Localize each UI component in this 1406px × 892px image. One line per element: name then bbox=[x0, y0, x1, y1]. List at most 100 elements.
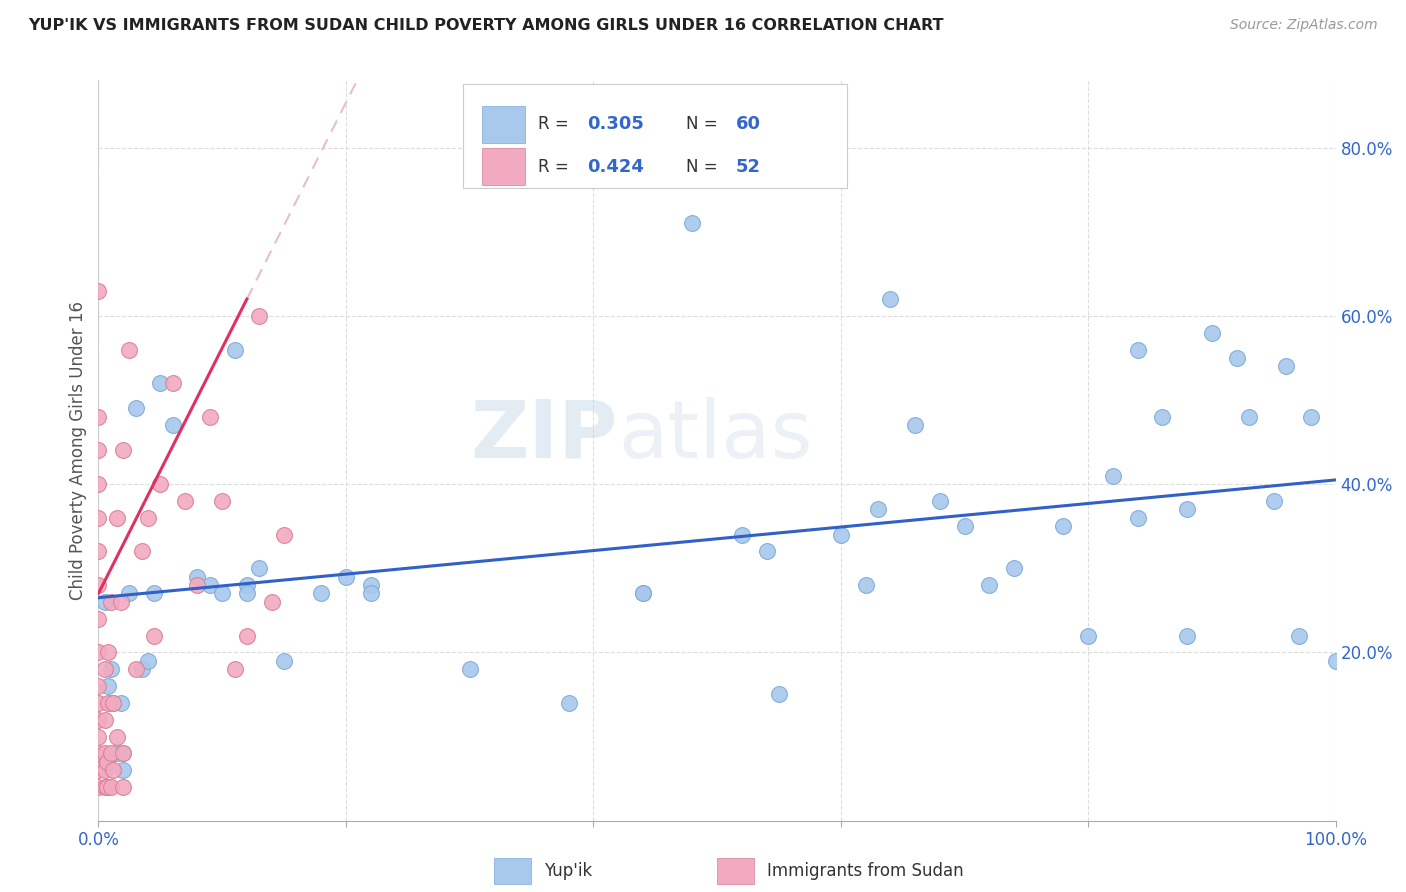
Point bbox=[93, 713, 115, 727]
Point bbox=[1002, 561, 1025, 575]
Point bbox=[236, 628, 259, 642]
Point bbox=[87, 612, 110, 626]
Text: N =: N = bbox=[686, 158, 723, 176]
Point bbox=[103, 763, 125, 777]
Point bbox=[211, 494, 233, 508]
Point bbox=[681, 216, 703, 230]
Point bbox=[87, 696, 110, 710]
Point bbox=[1077, 628, 1099, 642]
Point bbox=[87, 510, 110, 524]
Point bbox=[110, 696, 132, 710]
Point bbox=[1126, 343, 1149, 357]
Point bbox=[162, 418, 184, 433]
Point bbox=[273, 527, 295, 541]
FancyBboxPatch shape bbox=[717, 858, 754, 884]
Point bbox=[112, 763, 135, 777]
Text: R =: R = bbox=[537, 158, 574, 176]
Point bbox=[162, 376, 184, 391]
Point bbox=[273, 654, 295, 668]
Point bbox=[953, 519, 976, 533]
Point bbox=[1102, 468, 1125, 483]
Point bbox=[105, 510, 128, 524]
FancyBboxPatch shape bbox=[464, 84, 846, 187]
Point bbox=[100, 595, 122, 609]
Point bbox=[755, 544, 778, 558]
Point bbox=[103, 696, 125, 710]
Point bbox=[112, 747, 135, 761]
Point bbox=[236, 578, 259, 592]
Point bbox=[1052, 519, 1074, 533]
Point bbox=[309, 586, 332, 600]
Text: YUP'IK VS IMMIGRANTS FROM SUDAN CHILD POVERTY AMONG GIRLS UNDER 16 CORRELATION C: YUP'IK VS IMMIGRANTS FROM SUDAN CHILD PO… bbox=[28, 18, 943, 33]
Point bbox=[149, 376, 172, 391]
Text: 52: 52 bbox=[735, 158, 761, 176]
FancyBboxPatch shape bbox=[495, 858, 531, 884]
Point bbox=[855, 578, 877, 592]
Point bbox=[360, 586, 382, 600]
Point bbox=[87, 763, 110, 777]
Point bbox=[118, 586, 141, 600]
Point bbox=[103, 696, 125, 710]
Point bbox=[979, 578, 1001, 592]
Point bbox=[97, 696, 120, 710]
Point bbox=[557, 696, 579, 710]
Point bbox=[1288, 628, 1310, 642]
Point bbox=[87, 578, 110, 592]
Point bbox=[87, 544, 110, 558]
Point bbox=[731, 527, 754, 541]
Text: ZIP: ZIP bbox=[471, 397, 619, 475]
Point bbox=[360, 578, 382, 592]
Point bbox=[87, 679, 110, 693]
Point bbox=[1324, 654, 1347, 668]
Point bbox=[1201, 326, 1223, 340]
Text: atlas: atlas bbox=[619, 397, 813, 475]
Point bbox=[236, 586, 259, 600]
Point bbox=[224, 662, 246, 676]
Point bbox=[112, 443, 135, 458]
FancyBboxPatch shape bbox=[482, 106, 526, 143]
Point bbox=[97, 679, 120, 693]
Point bbox=[93, 763, 115, 777]
Text: 0.424: 0.424 bbox=[588, 158, 644, 176]
Point bbox=[96, 755, 118, 769]
Point bbox=[928, 494, 950, 508]
Point bbox=[866, 502, 889, 516]
Text: 60: 60 bbox=[735, 115, 761, 133]
Point bbox=[124, 401, 146, 416]
Text: Source: ZipAtlas.com: Source: ZipAtlas.com bbox=[1230, 18, 1378, 32]
Point bbox=[112, 747, 135, 761]
Point bbox=[136, 654, 159, 668]
Point bbox=[136, 510, 159, 524]
Text: N =: N = bbox=[686, 115, 723, 133]
Point bbox=[904, 418, 927, 433]
Point bbox=[198, 409, 221, 424]
Point bbox=[186, 578, 208, 592]
Point bbox=[458, 662, 481, 676]
Point bbox=[143, 586, 166, 600]
Point bbox=[830, 527, 852, 541]
Point bbox=[247, 561, 270, 575]
Point bbox=[174, 494, 197, 508]
Y-axis label: Child Poverty Among Girls Under 16: Child Poverty Among Girls Under 16 bbox=[69, 301, 87, 600]
Point bbox=[87, 443, 110, 458]
Point bbox=[131, 662, 153, 676]
Point bbox=[879, 292, 901, 306]
Point bbox=[87, 477, 110, 491]
Point bbox=[186, 569, 208, 583]
Point bbox=[224, 343, 246, 357]
Point bbox=[1152, 409, 1174, 424]
Text: Yup'ik: Yup'ik bbox=[544, 862, 592, 880]
Point bbox=[93, 780, 115, 794]
Point bbox=[97, 645, 120, 659]
Point bbox=[631, 586, 654, 600]
Text: R =: R = bbox=[537, 115, 574, 133]
Point bbox=[131, 544, 153, 558]
Point bbox=[149, 477, 172, 491]
Point bbox=[1237, 409, 1260, 424]
Point bbox=[110, 595, 132, 609]
Point bbox=[247, 309, 270, 323]
Point bbox=[1275, 359, 1298, 374]
Point bbox=[87, 730, 110, 744]
Point bbox=[96, 780, 118, 794]
Point bbox=[105, 730, 128, 744]
